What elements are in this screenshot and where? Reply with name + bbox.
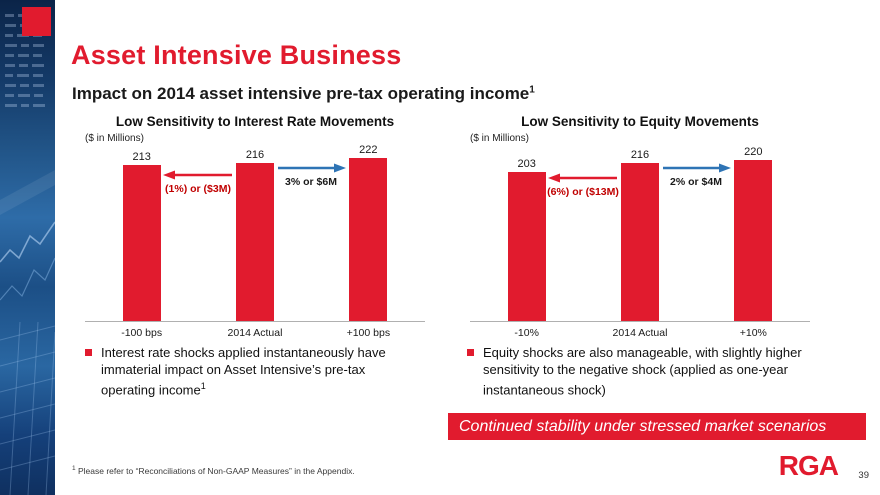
x-axis-label: +100 bps <box>346 327 391 339</box>
bar-group: 213 <box>85 145 198 321</box>
negative-shock-arrow-icon <box>163 170 232 180</box>
bar <box>620 162 659 321</box>
slide-title: Asset Intensive Business <box>71 40 402 70</box>
rga-logo: RGA <box>778 450 839 481</box>
bullet-text: Equity shocks are also manageable, with … <box>483 345 802 398</box>
positive-shock-arrow-icon <box>278 163 346 173</box>
bar-group: 220 <box>697 145 810 321</box>
side-strip-image <box>0 0 55 495</box>
bar-group: 222 <box>312 144 425 321</box>
equity-chart: Low Sensitivity to Equity Movements ($ i… <box>470 114 810 339</box>
x-axis-label: -10% <box>514 327 539 339</box>
x-axis: -10% 2014 Actual +10% <box>470 327 810 339</box>
bullet-square-icon <box>85 349 92 356</box>
x-axis-label: -100 bps <box>121 327 163 339</box>
chart-title: Low Sensitivity to Equity Movements <box>521 114 759 129</box>
bar-group: 203 <box>470 145 583 321</box>
interest-rate-chart: Low Sensitivity to Interest Rate Movemen… <box>85 114 425 339</box>
slide-subtitle: Impact on 2014 asset intensive pre-tax o… <box>72 84 535 104</box>
bar-value-label: 220 <box>744 145 763 158</box>
bar <box>734 159 773 321</box>
negative-shock-arrow-icon <box>548 173 617 183</box>
negative-shock-label: (6%) or ($13M) <box>547 186 619 198</box>
footnote: 1 Please refer to “Reconciliations of No… <box>72 465 355 476</box>
bar-value-label: 216 <box>245 148 265 161</box>
page-number: 39 <box>858 470 869 481</box>
conclusion-banner: Continued stability under stressed marke… <box>448 413 866 440</box>
x-axis-label: 2014 Actual <box>227 327 283 339</box>
chart-units-label: ($ in Millions) <box>85 133 144 144</box>
positive-shock-label: 2% or $4M <box>670 176 722 188</box>
bullet-footnote-marker: 1 <box>200 381 206 391</box>
chart-title: Low Sensitivity to Interest Rate Movemen… <box>115 114 395 129</box>
slide-subtitle-text: Impact on 2014 asset intensive pre-tax o… <box>72 84 530 103</box>
brand-accent-square <box>22 7 51 36</box>
positive-shock-arrow-icon <box>663 163 731 173</box>
bar-value-label: 203 <box>517 158 536 171</box>
side-strip-graphic <box>0 14 55 495</box>
bullet-text: Interest rate shocks applied instantaneo… <box>101 345 386 398</box>
bar-value-label: 222 <box>359 144 378 157</box>
bar <box>122 164 161 321</box>
bar-group: 216 <box>583 145 696 321</box>
chart-units-label: ($ in Millions) <box>470 133 529 144</box>
bar-value-label: 213 <box>132 150 151 163</box>
bullet-square-icon <box>467 349 474 356</box>
bar <box>235 162 274 321</box>
bullet-interest-rate: Interest rate shocks applied instantaneo… <box>85 344 415 398</box>
x-axis-label: +10% <box>739 327 767 339</box>
chart-plot-area: 203 216 220 (6%) or ($13M) 2% or $4M <box>470 145 810 322</box>
bar-value-label: 216 <box>630 148 650 161</box>
bar <box>349 158 388 321</box>
positive-shock-label: 3% or $6M <box>285 176 337 188</box>
bar <box>507 172 546 321</box>
footnote-marker: 1 <box>72 465 76 472</box>
chart-plot-area: 213 216 222 (1%) or ($3M) 3% or $6M <box>85 144 425 322</box>
bullet-equity: Equity shocks are also manageable, with … <box>467 344 845 398</box>
bar-group: 216 <box>198 145 311 321</box>
x-axis-label: 2014 Actual <box>612 327 668 339</box>
subtitle-footnote-marker: 1 <box>529 84 535 96</box>
x-axis: -100 bps 2014 Actual +100 bps <box>85 327 425 339</box>
bars: 203 216 220 <box>470 145 810 321</box>
bars: 213 216 222 <box>85 144 425 321</box>
negative-shock-label: (1%) or ($3M) <box>165 183 231 195</box>
